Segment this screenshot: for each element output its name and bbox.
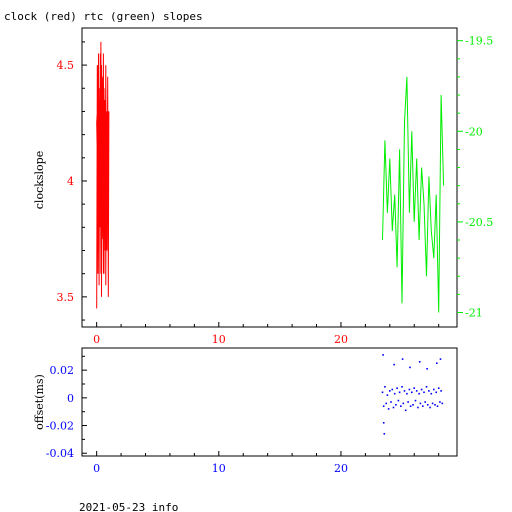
offset-data-point — [439, 358, 442, 360]
offset-data-point — [395, 404, 397, 406]
offset-data-point — [418, 392, 420, 395]
top-right-y-axis: -21 -20.5 -20 -19.5 — [457, 35, 493, 320]
offset-data-point — [382, 422, 385, 424]
top-right-y-tick-label: -19.5 — [465, 35, 493, 48]
offset-data-point — [381, 391, 384, 394]
top-y-axis-label: clockslope — [33, 151, 46, 209]
offset-data-point — [418, 361, 421, 363]
offset-data-point — [431, 402, 434, 405]
offset-data-point — [411, 391, 413, 394]
offset-data-point — [406, 392, 408, 395]
bottom-series-group — [381, 354, 444, 435]
offset-data-point — [401, 358, 404, 360]
bottom-y-tick-label: -0.02 — [46, 420, 74, 433]
offset-data-point — [409, 366, 411, 369]
offset-data-point — [422, 405, 424, 407]
top-left-y-axis: 3.5 4 4.5 — [57, 41, 87, 321]
bottom-x-tick-label: 10 — [212, 462, 226, 475]
offset-data-point — [387, 408, 390, 410]
offset-data-point — [435, 391, 437, 394]
offset-data-point — [437, 387, 440, 389]
offset-data-point — [424, 401, 426, 403]
top-x-tick-label: 0 — [93, 333, 100, 346]
bottom-x-tick-label: 0 — [93, 462, 100, 475]
top-right-y-tick-label: -20 — [465, 125, 483, 138]
top-x-tick-label: 20 — [334, 333, 348, 346]
offset-data-point — [396, 387, 398, 389]
offset-data-point — [430, 392, 433, 395]
top-left-y-tick-label: 4.5 — [57, 59, 75, 72]
offset-data-point — [436, 405, 439, 407]
offset-data-point — [428, 390, 430, 392]
offset-data-point — [425, 386, 428, 388]
chart-title: clock (red) rtc (green) slopes — [4, 10, 203, 23]
offset-data-point — [420, 388, 423, 391]
top-right-y-tick-label: -21 — [465, 307, 483, 320]
offset-data-point — [392, 406, 395, 409]
offset-data-point — [409, 405, 412, 407]
footer-date-info: 2021-05-23 info — [79, 501, 178, 512]
rtc-slope-series-line — [382, 76, 445, 313]
offset-data-point — [391, 388, 394, 391]
bottom-y-tick-label: 0 — [67, 392, 74, 405]
bottom-y-tick-label: 0.02 — [50, 364, 75, 377]
offset-data-point — [407, 401, 409, 403]
offset-data-point — [412, 404, 414, 406]
top-right-y-tick-label: -20.5 — [465, 216, 493, 229]
bottom-y-tick-label: -0.04 — [46, 447, 74, 460]
offset-data-point — [386, 394, 389, 396]
top-left-y-tick-label: 4 — [67, 175, 74, 188]
offset-data-point — [398, 391, 401, 394]
offset-data-point — [423, 391, 425, 394]
offset-data-point — [382, 405, 385, 407]
offset-data-point — [433, 388, 435, 391]
offset-data-point — [434, 404, 436, 406]
offset-data-point — [384, 386, 386, 388]
offset-data-point — [397, 399, 400, 402]
offset-data-point — [403, 390, 406, 392]
offset-data-point — [417, 406, 419, 409]
offset-data-point — [415, 390, 418, 392]
offset-data-point — [389, 390, 391, 392]
offset-data-point — [382, 354, 384, 356]
offset-data-point — [439, 401, 441, 403]
offset-data-point — [414, 399, 417, 402]
top-series-group — [96, 41, 445, 313]
offset-data-point — [413, 387, 415, 389]
offset-data-point — [436, 362, 438, 364]
bottom-y-axis: -0.04 -0.02 0 0.02 — [46, 355, 87, 460]
offset-data-point — [393, 392, 396, 395]
offset-data-point — [385, 402, 387, 405]
offset-data-point — [402, 402, 405, 405]
top-left-y-tick-label: 3.5 — [57, 291, 75, 304]
offset-data-point — [426, 404, 429, 406]
bottom-x-axis: 0 10 20 — [93, 451, 440, 475]
offset-data-point — [419, 402, 422, 405]
offset-data-point — [441, 402, 444, 405]
offset-data-point — [429, 406, 431, 409]
top-x-tick-label: 10 — [212, 333, 226, 346]
offset-data-point — [440, 390, 442, 392]
top-plot-frame — [81, 27, 458, 328]
offset-data-point — [401, 386, 403, 388]
offset-data-point — [393, 363, 395, 366]
offset-data-point — [404, 409, 407, 412]
offset-data-point — [400, 405, 402, 407]
top-x-axis: 0 10 20 — [93, 322, 440, 346]
offset-data-point — [390, 401, 392, 403]
clock-slope-series-line — [96, 41, 110, 309]
offset-data-point — [408, 388, 411, 391]
bottom-y-axis-label: offset(ms) — [33, 374, 46, 430]
bottom-plot-frame — [81, 347, 458, 457]
bottom-x-tick-label: 20 — [334, 462, 348, 475]
offset-data-point — [426, 368, 428, 370]
offset-data-point — [383, 433, 386, 435]
